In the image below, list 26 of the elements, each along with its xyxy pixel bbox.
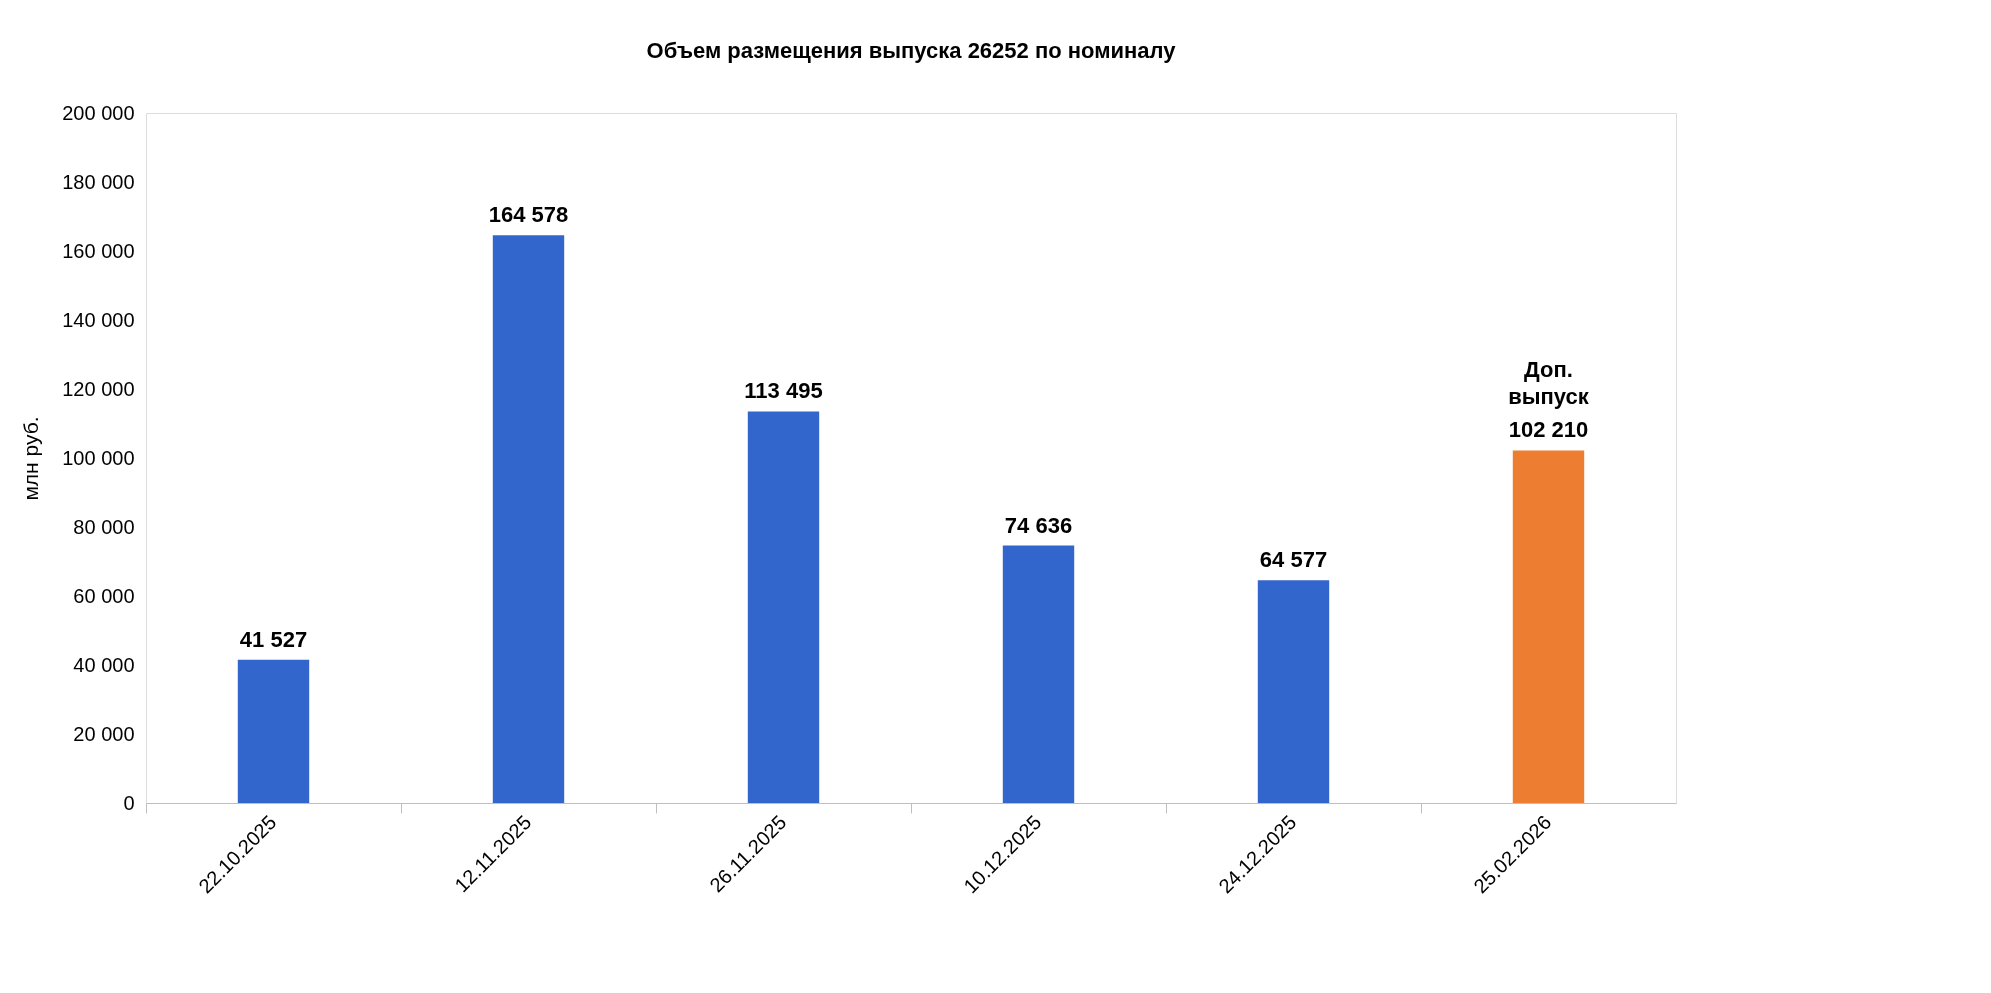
y-tick-label: 120 000 [62,377,135,400]
y-tick-label: 140 000 [62,308,135,331]
y-tick-label: 200 000 [62,101,135,124]
data-label: 74 636 [1004,512,1073,538]
data-label: 64 577 [1259,547,1328,573]
y-tick-label: 100 000 [62,446,135,469]
y-tick-label: 60 000 [73,584,135,607]
y-tick-label: 0 [123,791,135,814]
bar [1257,580,1330,803]
y-tick-label: 20 000 [73,722,135,745]
y-tick-label: 40 000 [73,653,135,676]
data-label: 113 495 [744,378,823,404]
y-tick-label: 180 000 [62,170,135,193]
annotation: Доп. выпуск [1508,357,1590,410]
data-label: 102 210 [1508,417,1589,443]
chart-title: Объем размещения выпуска 26252 по номиналу [646,38,1177,63]
bar [1002,545,1075,803]
bar [237,659,310,803]
y-axis-title: млн руб. [19,416,43,501]
y-tick-label: 80 000 [73,515,135,538]
bar [747,411,820,803]
bar [1512,450,1585,803]
bar [492,235,565,803]
data-label: 41 527 [239,626,308,652]
y-tick-label: 160 000 [62,239,135,262]
data-label: 164 578 [488,202,569,228]
